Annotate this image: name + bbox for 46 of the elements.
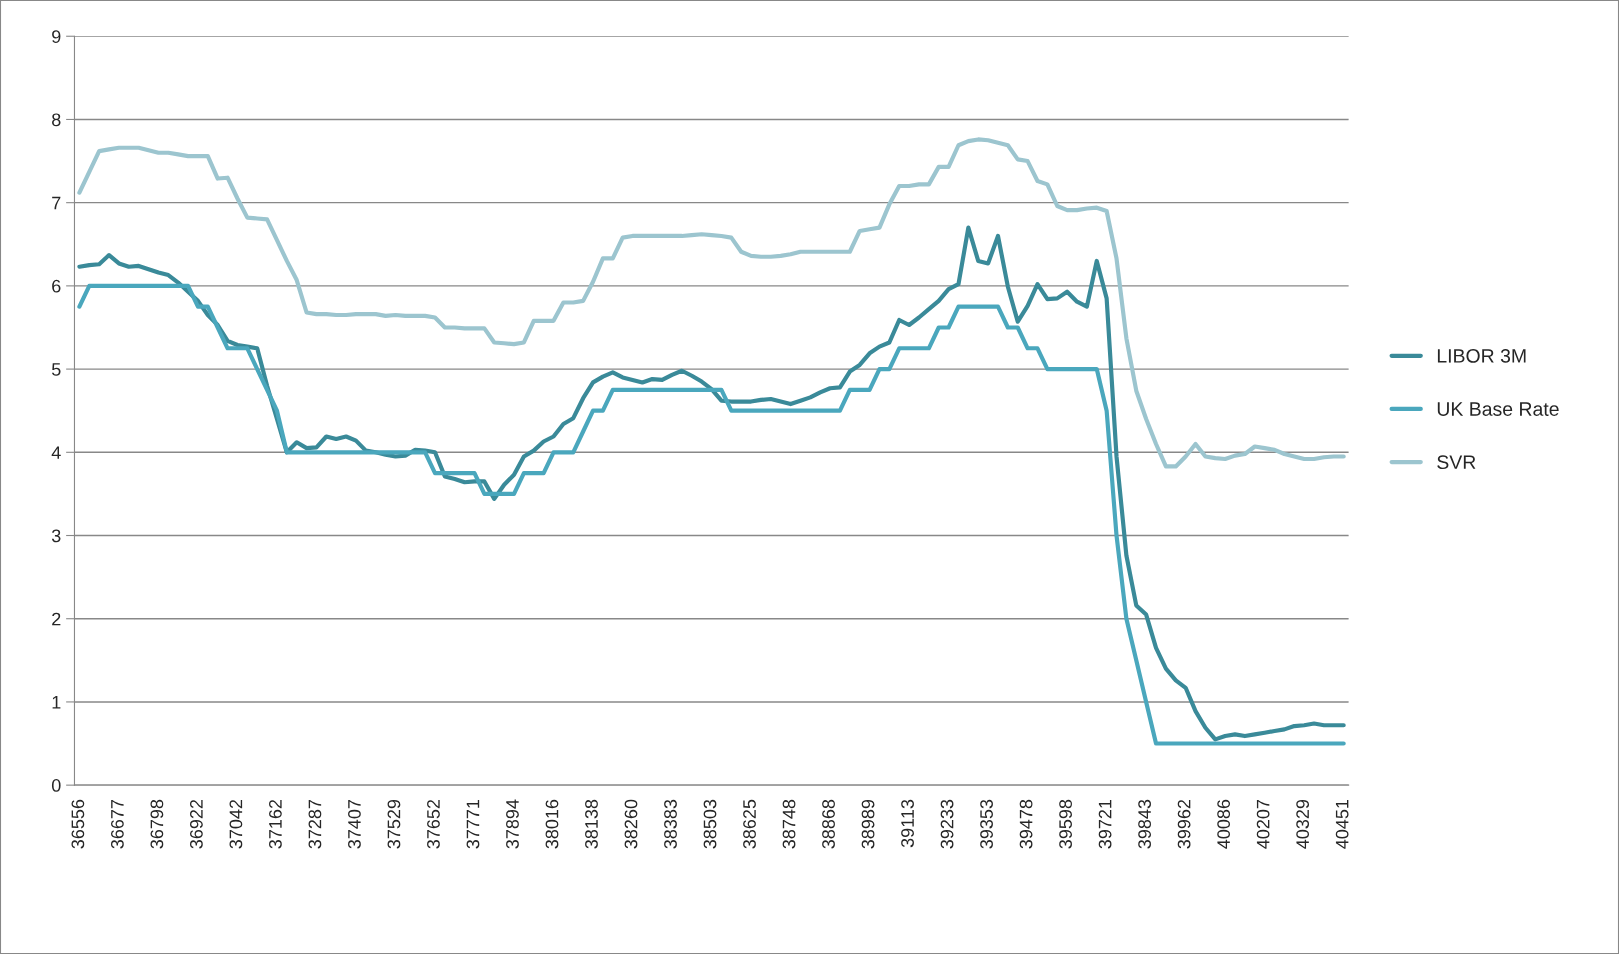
legend-label: UK Base Rate [1437, 402, 1559, 416]
x-tick-label: 39113 [901, 799, 914, 848]
y-tick-label: 9 [52, 30, 61, 43]
x-tick-label: 38503 [703, 799, 717, 849]
y-tick-label: 6 [52, 279, 61, 293]
x-tick-label: 36556 [71, 799, 85, 849]
x-tick-label: 38748 [782, 799, 796, 849]
y-tick-label: 1 [52, 696, 61, 709]
x-tick-label: 40451 [1335, 799, 1349, 849]
x-tick-label: 40086 [1217, 799, 1231, 849]
x-tick-label: 37771 [466, 799, 480, 849]
x-tick-label: 37407 [348, 799, 361, 849]
x-tick-label: 38625 [743, 799, 756, 849]
x-tick-label: 36677 [110, 799, 124, 849]
x-tick-label: 37287 [308, 799, 322, 849]
x-tick-label: 39478 [1019, 799, 1033, 849]
x-tick-label: 37162 [269, 799, 282, 849]
x-tick-label: 37652 [427, 799, 440, 849]
x-tick-label: 38868 [822, 799, 835, 849]
y-tick-label: 2 [52, 612, 61, 626]
x-tick-label: 38016 [545, 799, 559, 849]
x-tick-label: 39233 [940, 799, 954, 849]
x-tick-label: 39353 [980, 799, 993, 849]
x-tick-label: 36922 [190, 799, 203, 849]
x-tick-label: 40329 [1296, 799, 1310, 849]
legend-label: SVR [1437, 455, 1476, 470]
legend-label: LIBOR 3M [1437, 349, 1526, 363]
y-tick-label: 8 [52, 113, 61, 127]
y-tick-label: 7 [52, 196, 61, 210]
x-tick-label: 40207 [1256, 799, 1270, 849]
x-tick-label: 37042 [229, 799, 243, 849]
x-tick-label: 36798 [150, 799, 164, 849]
x-tick-label: 37529 [387, 799, 401, 849]
x-tick-label: 39721 [1098, 799, 1112, 849]
y-tick-label: 3 [51, 529, 61, 543]
y-tick-label: 5 [51, 363, 61, 376]
y-tick-label: 4 [51, 446, 61, 459]
x-tick-label: 39598 [1059, 799, 1072, 849]
x-tick-label: 39962 [1177, 799, 1191, 849]
x-tick-label: 38138 [585, 799, 598, 849]
x-tick-label: 39843 [1138, 799, 1151, 849]
x-tick-label: 38383 [664, 799, 677, 849]
x-tick-label: 38260 [624, 799, 638, 849]
x-tick-label: 38989 [861, 799, 875, 849]
y-tick-label: 0 [51, 779, 61, 792]
x-tick-label: 37894 [506, 799, 519, 849]
